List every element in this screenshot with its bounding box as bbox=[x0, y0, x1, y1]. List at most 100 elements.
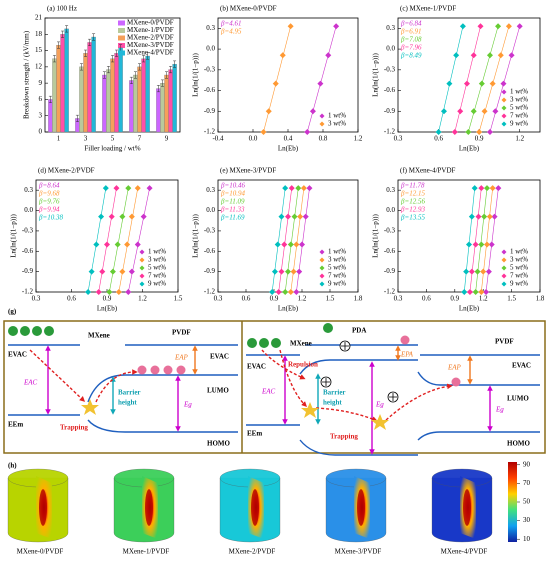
legend-label: MXene-4/PVDF bbox=[127, 49, 174, 57]
y-axis-label: Ln(ln(1/(1−p))) bbox=[192, 53, 200, 97]
x-tick-label: 0.6 bbox=[67, 295, 76, 303]
annotation: β=7.96 bbox=[400, 44, 422, 52]
y-tick-label: -0.3 bbox=[204, 65, 216, 73]
fit-line bbox=[489, 26, 521, 133]
bar bbox=[56, 44, 61, 133]
y-axis-label: Ln(ln(1/(1−p))) bbox=[372, 53, 380, 97]
point bbox=[106, 289, 113, 295]
x-tick-label: 0.8 bbox=[319, 135, 328, 143]
legend-label: 9 wt% bbox=[510, 120, 528, 128]
x-tick-label: 5 bbox=[111, 135, 115, 143]
y-tick-label: 0.0 bbox=[24, 206, 33, 214]
point bbox=[271, 268, 278, 275]
fit-line bbox=[306, 26, 337, 133]
y-tick-label: 0.3 bbox=[386, 24, 395, 32]
bar bbox=[60, 34, 65, 133]
fit-line bbox=[290, 188, 305, 293]
y-axis-label: Ln(ln(1/(1−p))) bbox=[192, 214, 200, 258]
point bbox=[446, 80, 453, 87]
pda-homo bbox=[299, 439, 418, 456]
y-tick-label: 9 bbox=[39, 79, 43, 87]
legend-marker bbox=[501, 89, 507, 95]
legend-label: 7 wt% bbox=[328, 272, 346, 280]
bar bbox=[145, 55, 150, 133]
legend-marker bbox=[139, 257, 145, 263]
x-tick-label: 1.8 bbox=[354, 295, 363, 303]
electron bbox=[8, 326, 18, 336]
error-bar bbox=[111, 55, 114, 63]
label: EVAC bbox=[210, 353, 229, 361]
point bbox=[287, 289, 294, 295]
point bbox=[486, 52, 493, 59]
fit-line bbox=[475, 188, 488, 293]
electron bbox=[259, 338, 269, 348]
point bbox=[466, 241, 472, 248]
y-tick-label: 0.0 bbox=[206, 45, 215, 53]
label: Eg bbox=[183, 401, 192, 409]
panel-title: (c) MXene-1/PVDF bbox=[400, 5, 456, 13]
point bbox=[291, 213, 298, 220]
annotation: β=10.94 bbox=[220, 190, 245, 198]
bar bbox=[102, 74, 107, 133]
legend-swatch bbox=[118, 28, 125, 33]
legend-marker bbox=[319, 121, 325, 127]
point bbox=[287, 23, 294, 30]
point bbox=[476, 129, 483, 135]
point bbox=[279, 52, 286, 59]
x-axis-label: Ln(Eb) bbox=[459, 145, 480, 153]
legend-marker bbox=[139, 249, 145, 255]
legend-label: 3 wt% bbox=[328, 120, 346, 128]
annotation: β=11.33 bbox=[220, 206, 245, 214]
x-tick-label: 1.2 bbox=[298, 295, 307, 303]
error-bar bbox=[169, 66, 173, 74]
x-tick-label: 0.6 bbox=[242, 295, 251, 303]
point bbox=[119, 213, 126, 220]
bar bbox=[137, 66, 142, 133]
point bbox=[495, 185, 502, 192]
point bbox=[451, 129, 458, 135]
label: height bbox=[118, 399, 137, 407]
fit-line bbox=[478, 26, 510, 133]
point bbox=[102, 185, 109, 192]
x-tick-label: 0.3 bbox=[32, 295, 41, 303]
colorbar bbox=[508, 462, 517, 542]
bar bbox=[118, 47, 123, 133]
bar bbox=[164, 74, 169, 133]
legend-marker bbox=[501, 273, 507, 279]
point bbox=[500, 80, 507, 87]
x-tick-label: -0.4 bbox=[212, 135, 224, 143]
left-diagram bbox=[8, 326, 238, 433]
y-tick-label: -0.3 bbox=[22, 227, 34, 235]
point bbox=[146, 185, 153, 192]
legend-marker bbox=[319, 265, 325, 271]
legend-label: 7 wt% bbox=[510, 272, 528, 280]
colorbar-tick-label: 10 bbox=[523, 535, 531, 543]
point bbox=[287, 241, 294, 248]
y-tick-label: 0.0 bbox=[386, 45, 395, 53]
x-tick-label: 1.5 bbox=[507, 295, 516, 303]
electron bbox=[323, 323, 333, 333]
x-axis-label: Filler loading / wt% bbox=[84, 145, 140, 153]
legend-label: MXene-3/PVDF bbox=[127, 41, 174, 49]
point bbox=[475, 213, 482, 220]
legend-label: 7 wt% bbox=[510, 112, 528, 120]
bar bbox=[52, 58, 57, 133]
point bbox=[295, 185, 302, 192]
y-tick-label: 0.0 bbox=[206, 206, 215, 214]
electron bbox=[150, 365, 160, 375]
error-bar bbox=[142, 55, 146, 63]
panel-label: (g) bbox=[8, 308, 17, 316]
point bbox=[508, 52, 515, 59]
label: Trapping bbox=[330, 433, 358, 441]
y-tick-label: -1.2 bbox=[204, 288, 216, 296]
trap bbox=[81, 399, 99, 415]
y-tick-label: -0.3 bbox=[204, 227, 216, 235]
fit-line bbox=[118, 188, 139, 293]
electron bbox=[176, 365, 186, 375]
point bbox=[457, 108, 464, 115]
point bbox=[272, 80, 279, 87]
point bbox=[293, 289, 300, 295]
label: LUMO bbox=[507, 395, 529, 403]
point bbox=[265, 108, 272, 115]
